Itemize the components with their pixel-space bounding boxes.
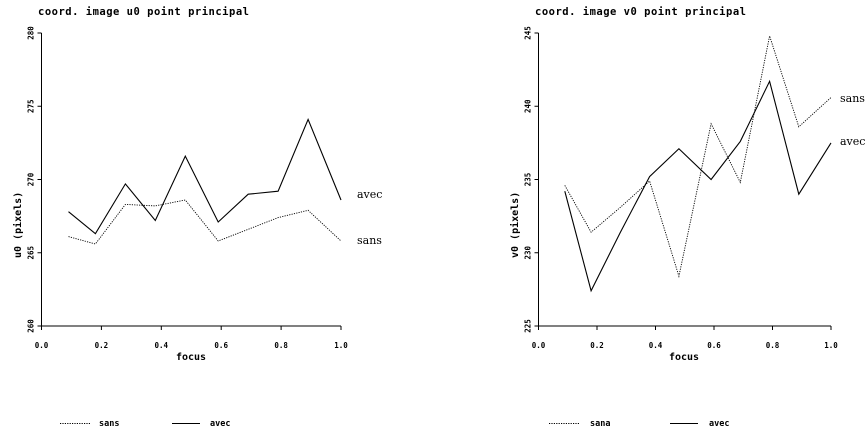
y-tick-label: 245 (524, 26, 533, 40)
x-ticks: 0.0 0.2 0.4 0.6 0.8 1.0 (35, 326, 348, 350)
x-tick-label: 0.2 (590, 341, 604, 350)
x-tick-label: 0.4 (155, 341, 169, 350)
x-ticks: 0.0 0.2 0.4 0.6 0.8 1.0 (532, 326, 838, 350)
series-layer (68, 117, 342, 245)
legend: sana avec (549, 419, 729, 429)
x-tick-label: 0.6 (707, 341, 721, 350)
annotation-avec: avec (840, 135, 865, 148)
series-layer (564, 34, 832, 293)
annotation-sans: sans (357, 234, 382, 247)
y-tick-label: 230 (524, 245, 533, 259)
axes (41, 33, 341, 327)
legend-label-sana: sana (590, 419, 610, 429)
x-tick-label: 1.0 (334, 341, 348, 350)
y-axis-label: v0 (pixels) (509, 192, 521, 258)
y-tick-label: 240 (524, 99, 533, 113)
y-tick-label: 260 (27, 319, 36, 333)
chart-u0: coord. image u0 point principal 0.0 0.2 0.… (12, 6, 382, 429)
x-tick-label: 0.4 (649, 341, 663, 350)
chart-title: coord. image v0 point principal (535, 6, 746, 18)
y-axis-label: u0 (pixels) (12, 192, 24, 258)
y-ticks: 225 230 235 240 245 (524, 26, 539, 333)
chart-title: coord. image u0 point principal (38, 6, 249, 18)
x-tick-label: 0.8 (766, 341, 780, 350)
series-line-sans (68, 199, 342, 245)
legend: sans avec (60, 419, 230, 429)
y-tick-label: 225 (524, 319, 533, 333)
y-tick-label: 235 (524, 173, 533, 187)
x-axis-label: focus (176, 352, 206, 363)
x-axis-label: focus (669, 352, 699, 363)
x-tick-label: 0.8 (274, 341, 288, 350)
annotation-avec: avec (357, 188, 382, 201)
series-line-avec (68, 117, 342, 235)
series-line-avec (564, 79, 832, 293)
y-tick-label: 265 (27, 246, 36, 260)
x-tick-label: 1.0 (824, 341, 838, 350)
legend-label-avec: avec (709, 419, 729, 429)
axes (538, 33, 831, 327)
x-tick-label: 0.0 (532, 341, 546, 350)
x-tick-label: 0.6 (214, 341, 228, 350)
x-tick-label: 0.2 (95, 341, 109, 350)
y-ticks: 260 265 270 275 280 (27, 26, 42, 333)
series-line-sans (564, 34, 832, 278)
y-tick-label: 275 (27, 99, 36, 113)
legend-label-avec: avec (210, 419, 230, 429)
legend-label-sans: sans (99, 419, 119, 429)
annotation-sans: sans (840, 92, 865, 105)
y-tick-label: 270 (27, 172, 36, 186)
y-tick-label: 280 (27, 26, 36, 40)
chart-v0: coord. image v0 point principal 0.0 0.2 0.… (509, 6, 865, 429)
x-tick-label: 0.0 (35, 341, 49, 350)
